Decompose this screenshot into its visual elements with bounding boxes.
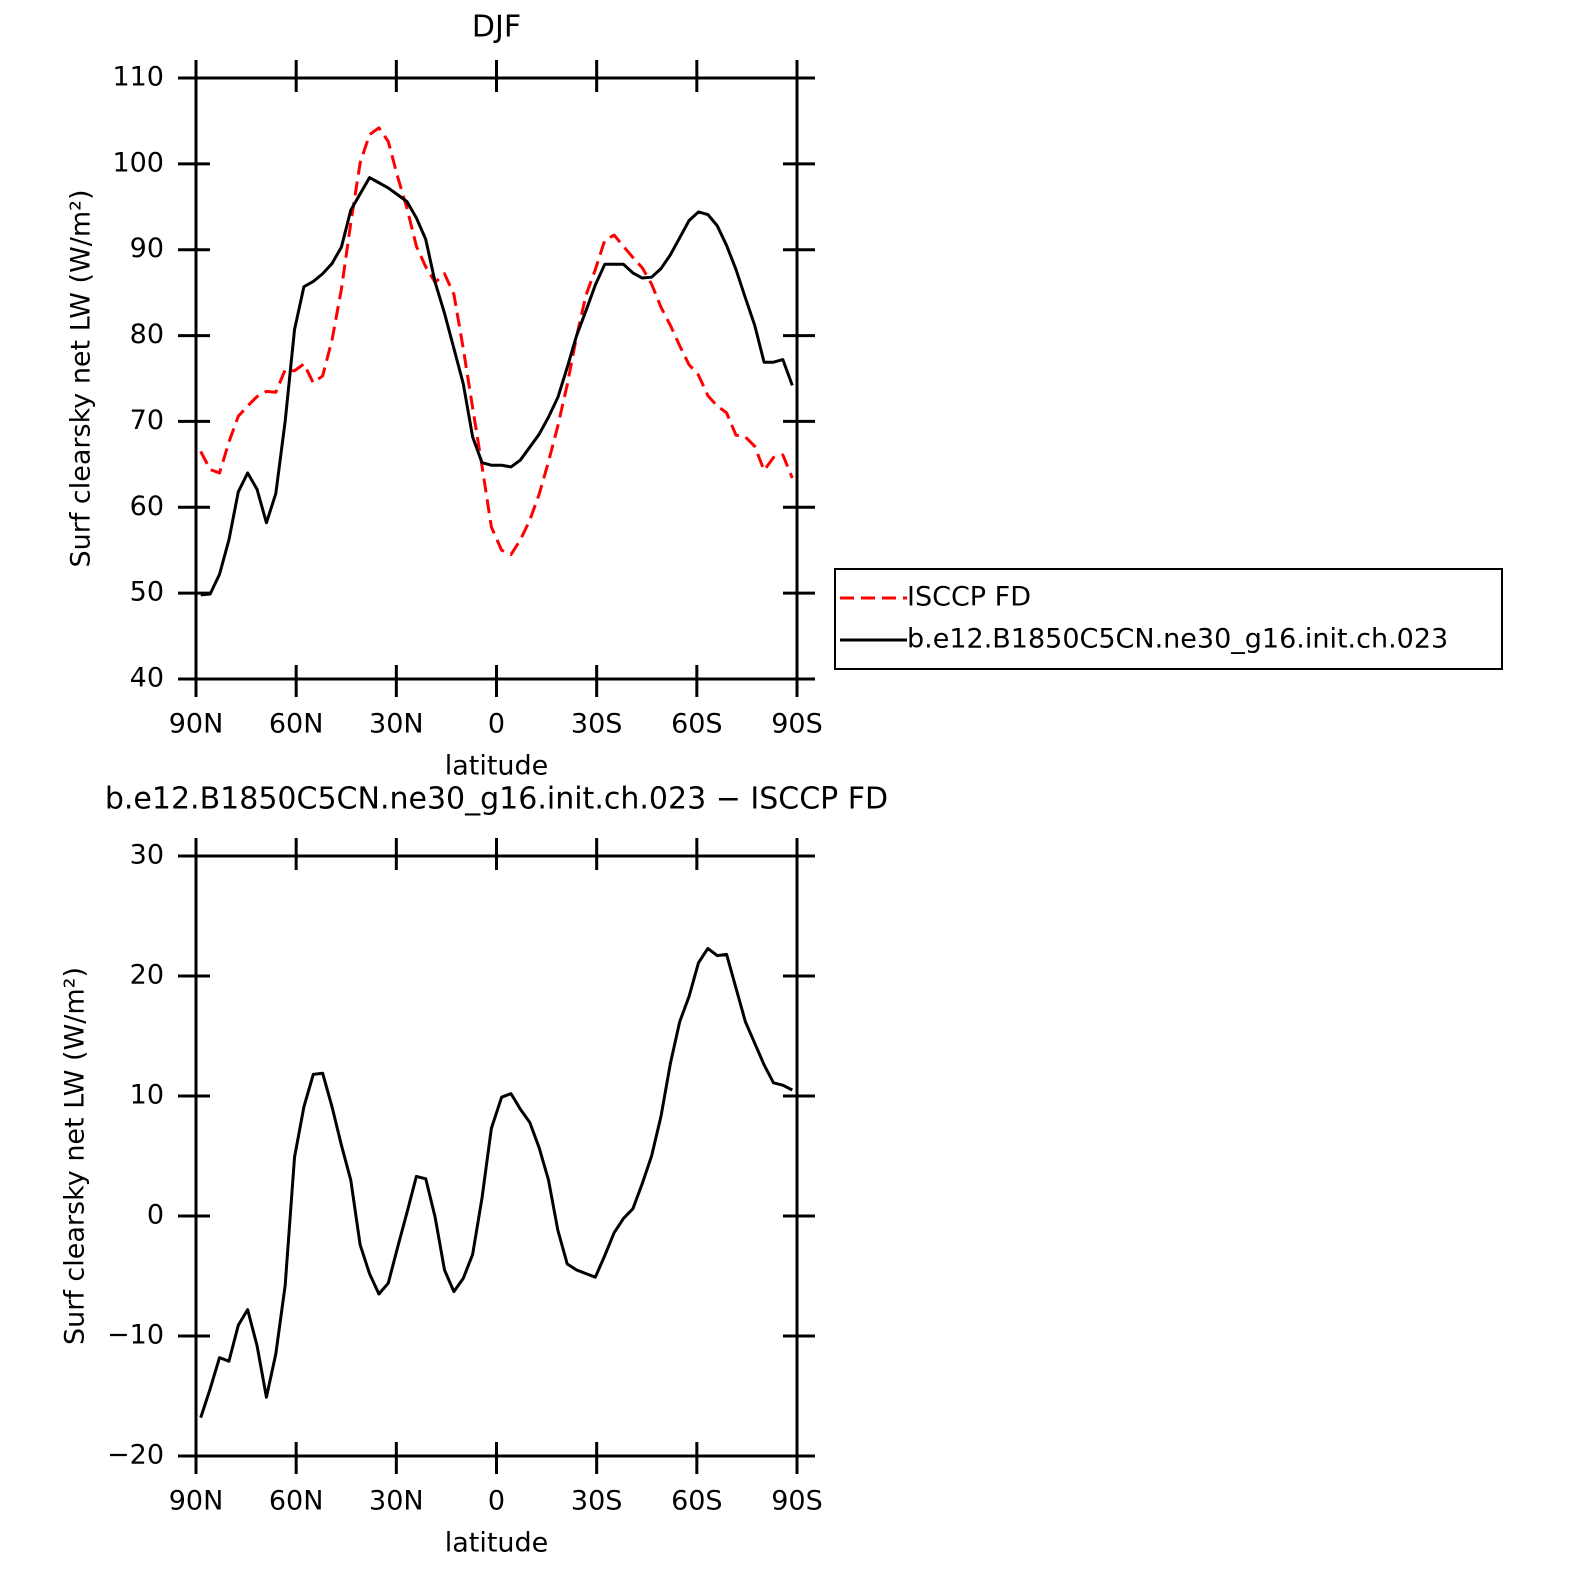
legend-box — [834, 568, 1503, 670]
x-tick-label: 30S — [571, 709, 623, 740]
chart-title: DJF — [472, 10, 521, 45]
y-tick-label: 10 — [130, 1080, 164, 1111]
y-tick-label: 30 — [130, 840, 164, 871]
y-tick-label: −20 — [107, 1440, 164, 1471]
x-tick-label: 30S — [571, 1486, 623, 1517]
legend-label: b.e12.B1850C5CN.ne30_g16.init.ch.023 — [907, 624, 1448, 655]
x-axis-label: latitude — [445, 751, 549, 782]
plot-frame — [194, 76, 799, 681]
data-line — [200, 176, 794, 597]
plot-frame — [194, 854, 799, 1458]
x-tick-label: 0 — [488, 1486, 505, 1517]
y-tick-label: 60 — [130, 491, 164, 522]
y-tick-label: 70 — [130, 405, 164, 436]
y-tick-label: 110 — [112, 62, 164, 93]
y-tick-label: 40 — [130, 663, 164, 694]
y-tick-label: 90 — [130, 233, 164, 264]
x-tick-label: 60N — [269, 1486, 324, 1517]
y-tick-label: 50 — [130, 577, 164, 608]
y-tick-label: 100 — [112, 147, 164, 178]
y-axis-label: Surf clearsky net LW (W/m²) — [66, 189, 97, 567]
y-tick-label: 0 — [147, 1200, 164, 1231]
x-tick-label: 60N — [269, 709, 324, 740]
x-tick-label: 90N — [169, 1486, 224, 1517]
data-line — [199, 126, 794, 557]
y-tick-label: 80 — [130, 319, 164, 350]
data-line — [199, 946, 793, 1419]
chart-title: b.e12.B1850C5CN.ne30_g16.init.ch.023 − I… — [105, 782, 888, 817]
x-tick-label: 0 — [488, 709, 505, 740]
x-axis-label: latitude — [445, 1528, 549, 1559]
x-tick-label: 90S — [771, 1486, 823, 1517]
y-axis-label: Surf clearsky net LW (W/m²) — [60, 967, 91, 1345]
y-tick-label: 20 — [130, 960, 164, 991]
x-tick-label: 90N — [169, 709, 224, 740]
x-tick-label: 60S — [671, 1486, 723, 1517]
y-tick-label: −10 — [107, 1320, 164, 1351]
legend-label: ISCCP FD — [907, 582, 1031, 613]
x-tick-label: 30N — [369, 709, 424, 740]
x-tick-label: 60S — [671, 709, 723, 740]
x-tick-label: 30N — [369, 1486, 424, 1517]
x-tick-label: 90S — [771, 709, 823, 740]
